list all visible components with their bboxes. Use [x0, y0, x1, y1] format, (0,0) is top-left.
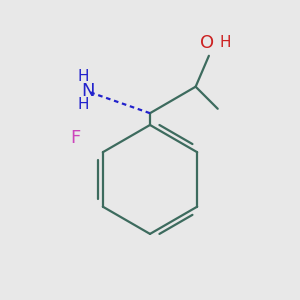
Text: F: F [70, 129, 80, 147]
Text: N: N [81, 82, 95, 100]
Text: O: O [200, 34, 214, 52]
Text: H: H [78, 97, 89, 112]
Text: H: H [78, 70, 89, 85]
Text: H: H [220, 35, 231, 50]
